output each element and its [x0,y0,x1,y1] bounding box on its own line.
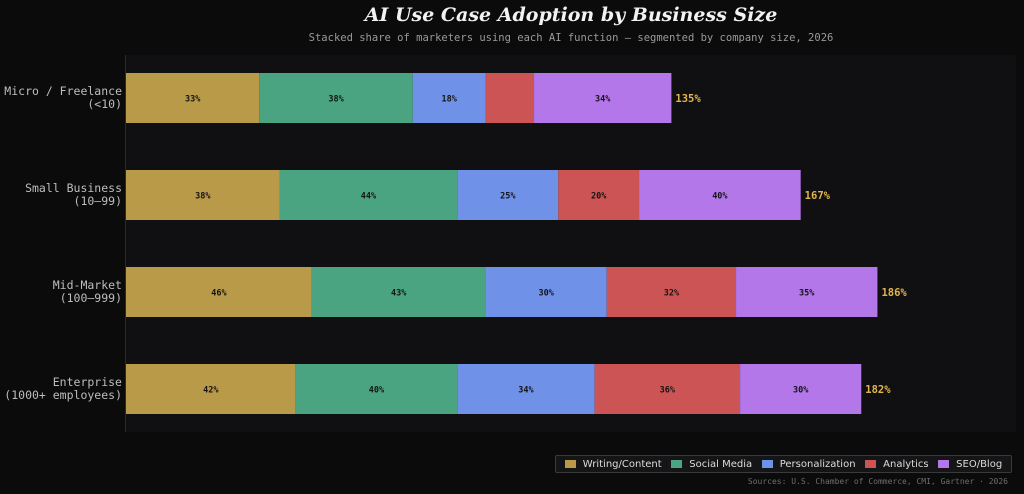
legend-swatch [865,460,877,468]
bar-segment [412,73,486,123]
data-label: 43% [391,289,407,299]
bar-segment [457,364,595,414]
data-label: 40% [712,192,728,202]
bar-segment [594,364,741,414]
data-label: 34% [518,386,534,396]
data-label: 35% [799,289,815,299]
legend-label: SEO/Blog [956,458,1003,470]
legend-label: Personalization [779,458,856,470]
bar-segment [295,364,458,414]
bar-segment [736,267,878,317]
category-label-line: Mid-Market [53,278,122,292]
data-label: 44% [361,192,377,202]
data-label: 34% [595,95,611,105]
legend-label: Social Media [689,458,753,470]
category-label-line: (<10) [87,97,122,111]
chart-title: AI Use Case Adoption by Business Size [364,4,778,26]
legend-item: SEO/Blog [938,459,1002,470]
legend-swatch [761,460,773,468]
bar-segment [126,364,296,414]
category-label-line: (100–999) [60,291,122,305]
data-label: 33% [185,95,201,105]
bar-segment [740,364,862,414]
chart-subtitle: Stacked share of marketers using each AI… [308,32,834,44]
legend-item: Writing/Content [564,458,662,470]
data-label: 46% [211,289,227,299]
total-label: 135% [675,93,701,105]
legend: Writing/Content Social Media Personalizati… [555,455,1012,473]
data-label: 32% [664,289,680,299]
bars-group: Micro / Freelance (<10) 33% 38% 18% 34% 135% Sm… [4,73,907,414]
bar-segment [534,73,672,123]
bar-segment [485,267,607,317]
bar-segment [259,73,413,123]
legend-item: Social Media [671,459,752,470]
legend-swatch [564,460,576,468]
bar-segment [558,170,640,220]
data-label: 38% [328,95,344,105]
category-label: Enterprise (1000+ employees) [4,375,122,402]
category-label-line: (1000+ employees) [4,388,122,402]
bar-segment [639,170,801,220]
data-label: 36% [660,386,676,396]
legend-swatch [671,460,683,468]
data-label: 30% [793,386,809,396]
data-label: 30% [538,289,554,299]
bar-segment [311,267,486,317]
legend-swatch [938,460,950,468]
bar-segment [485,73,535,123]
bar-segment [126,73,260,123]
data-label: 25% [500,192,516,202]
category-label-line: Small Business [25,181,122,195]
data-label: 40% [369,386,385,396]
bar-segment [606,267,737,317]
category-label: Micro / Freelance (<10) [4,84,122,111]
category-label-line: Enterprise [53,375,122,389]
bar-segment [126,170,280,220]
total-label: 186% [881,287,907,299]
total-label: 167% [805,190,831,202]
data-label: 42% [203,386,219,396]
category-label-line: (10–99) [74,194,122,208]
data-label: 18% [442,95,458,105]
legend-label: Analytics [883,458,929,470]
category-label-line: Micro / Freelance [4,84,122,98]
category-label: Small Business (10–99) [25,181,122,208]
legend-label: Writing/Content [582,458,662,470]
bar-segment [457,170,559,220]
total-label: 182% [865,384,891,396]
legend-item: Personalization [761,458,856,470]
category-label: Mid-Market (100–999) [53,278,122,305]
data-label: 20% [591,192,607,202]
legend-item: Analytics [865,458,929,470]
bar-segment [126,267,312,317]
bar-segment [279,170,458,220]
source-note: Sources: U.S. Chamber of Commerce, CMI, … [747,477,1008,486]
data-label: 38% [195,192,211,202]
